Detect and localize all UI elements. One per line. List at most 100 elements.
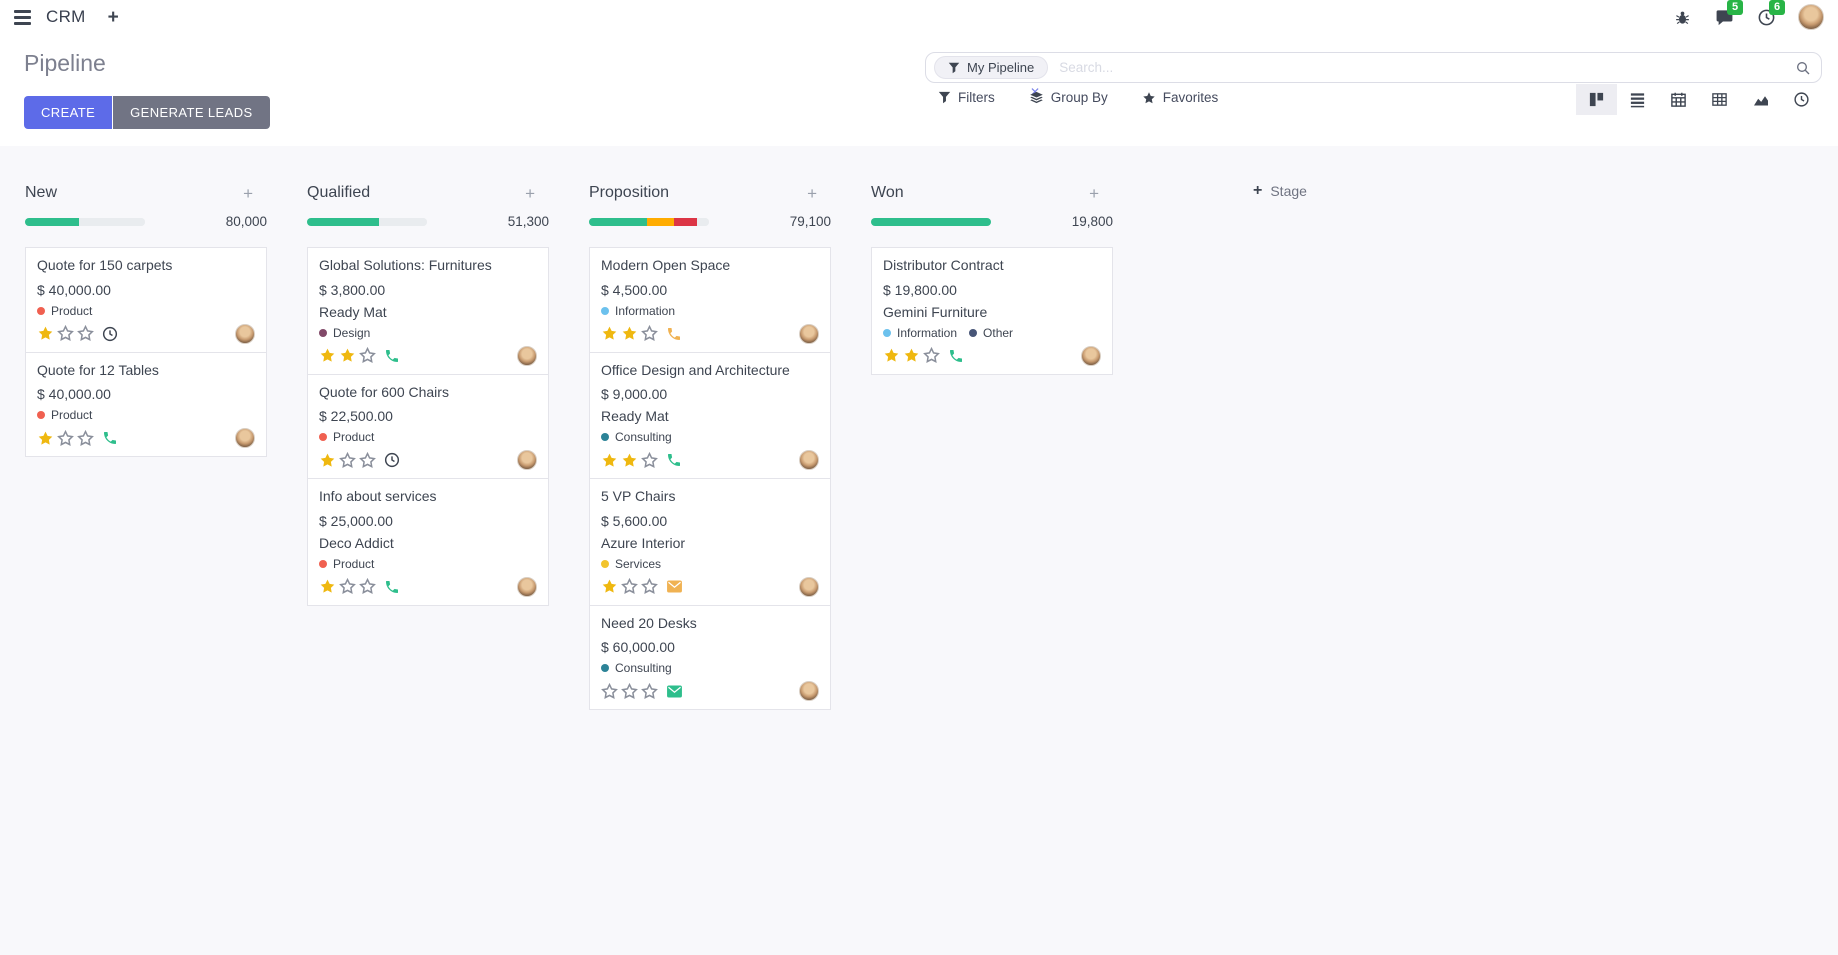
search-bar[interactable]: My Pipeline Search... — [925, 52, 1822, 83]
nav-plus-icon[interactable]: + — [107, 6, 119, 28]
activities-clock-icon[interactable]: 6 — [1756, 0, 1786, 27]
progress-segment[interactable] — [307, 217, 379, 226]
create-button[interactable]: CREATE — [24, 96, 113, 129]
progress-segment[interactable] — [79, 217, 145, 226]
card-expected-revenue: $ 4,500.00 — [601, 281, 668, 298]
progress-segment[interactable] — [589, 217, 647, 226]
phone-activity-icon[interactable] — [102, 430, 118, 446]
view-pivot-button[interactable] — [1699, 84, 1740, 115]
tag-dot-icon — [601, 306, 609, 315]
priority-stars[interactable] — [601, 682, 658, 700]
kanban-column-qualified: Qualified + 51,300 Global Solutions: Fur… — [307, 182, 549, 710]
card-expected-revenue: $ 5,600.00 — [601, 512, 668, 529]
card-tags: Consulting — [601, 430, 819, 444]
card-tag-product: Product — [37, 304, 92, 318]
progress-segment[interactable] — [646, 217, 675, 226]
card-partner: Gemini Furniture — [883, 303, 988, 320]
view-activity-button[interactable] — [1781, 84, 1822, 115]
envelope-activity-icon[interactable] — [666, 684, 683, 699]
card-partner: Ready Mat — [601, 408, 669, 424]
priority-stars[interactable] — [37, 325, 94, 342]
kanban-card-modern-open-space[interactable]: Modern Open Space $ 4,500.00 Information — [589, 247, 831, 353]
column-add-record-icon[interactable]: + — [1089, 183, 1099, 203]
priority-stars[interactable] — [319, 347, 376, 364]
view-graph-button[interactable] — [1740, 84, 1781, 115]
envelope-activity-icon[interactable] — [666, 579, 683, 594]
card-expected-revenue: $ 22,500.00 — [319, 408, 393, 424]
column-add-record-icon[interactable]: + — [525, 183, 535, 203]
column-title: Won — [871, 184, 904, 201]
app-name[interactable]: CRM — [46, 7, 86, 26]
priority-stars[interactable] — [37, 429, 94, 447]
kanban-card-info-about-services[interactable]: Info about services $ 25,000.00 Deco Addi… — [307, 478, 549, 606]
card-tag-product: Product — [319, 557, 374, 571]
clock-activity-icon[interactable] — [102, 326, 118, 342]
card-tags: Consulting — [601, 661, 819, 675]
kanban-card-quote-for-600-chairs[interactable]: Quote for 600 Chairs $ 22,500.00 Product — [307, 373, 549, 479]
clock-activity-icon[interactable] — [384, 452, 400, 468]
column-progressbar[interactable] — [307, 217, 427, 226]
column-progressbar[interactable] — [589, 217, 709, 226]
favorites-button[interactable]: Favorites — [1142, 90, 1218, 105]
generate-leads-button[interactable]: GENERATE LEADS — [113, 96, 270, 129]
messages-icon[interactable]: 5 — [1714, 0, 1744, 27]
messages-badge: 5 — [1727, 0, 1744, 15]
column-progressbar[interactable] — [871, 217, 991, 226]
priority-stars[interactable] — [601, 578, 658, 595]
view-kanban-button[interactable] — [1576, 84, 1617, 115]
card-partner: Azure Interior — [601, 534, 686, 551]
add-stage-button[interactable]: + Stage — [1253, 182, 1307, 200]
salesperson-avatar — [799, 450, 819, 470]
phone-activity-icon[interactable] — [666, 326, 682, 342]
remove-facet-icon[interactable]: ✕ — [1030, 85, 1041, 99]
priority-stars[interactable] — [601, 451, 658, 469]
priority-stars[interactable] — [883, 347, 940, 364]
kanban-card-5-vp-chairs[interactable]: 5 VP Chairs $ 5,600.00 Azure Interior Serv… — [589, 478, 831, 606]
phone-activity-icon[interactable] — [948, 348, 964, 364]
search-icon[interactable] — [1795, 60, 1811, 76]
search-placeholder[interactable]: Search... — [1059, 60, 1114, 75]
debug-bug-icon[interactable] — [1672, 7, 1692, 27]
card-tags: Services — [601, 557, 819, 571]
view-list-button[interactable] — [1617, 84, 1658, 115]
salesperson-avatar — [799, 323, 819, 344]
kanban-card-quote-for-150-carpets[interactable]: Quote for 150 carpets $ 40,000.00 Product — [25, 247, 267, 353]
kanban-card-global-solutions-furnitures[interactable]: Global Solutions: Furnitures $ 3,800.00 R… — [307, 247, 549, 375]
tag-dot-icon — [601, 433, 609, 441]
kanban-column-new: New + 80,000 Quote for 150 carpets $ 40,… — [25, 182, 267, 710]
card-partner: Deco Addict — [319, 534, 394, 551]
kanban-card-office-design-and-architecture[interactable]: Office Design and Architecture $ 9,000.0… — [589, 351, 831, 479]
pivot-view-icon — [1712, 93, 1727, 106]
card-tags: Product — [319, 557, 537, 571]
kanban-card-need-20-desks[interactable]: Need 20 Desks $ 60,000.00 Consulting — [589, 604, 831, 710]
search-facet-my-pipeline[interactable]: My Pipeline — [934, 56, 1049, 79]
priority-stars[interactable] — [601, 325, 658, 342]
column-progressbar[interactable] — [25, 217, 145, 226]
progress-segment[interactable] — [379, 217, 427, 226]
phone-activity-icon[interactable] — [384, 579, 400, 595]
column-add-record-icon[interactable]: + — [807, 183, 817, 203]
kanban-card-distributor-contract[interactable]: Distributor Contract $ 19,800.00 Gemini F… — [871, 247, 1113, 375]
filter-funnel-icon — [948, 62, 960, 73]
card-title: Quote for 150 carpets — [37, 257, 173, 273]
filters-button[interactable]: Filters — [938, 90, 995, 105]
salesperson-avatar — [517, 576, 537, 597]
phone-activity-icon[interactable] — [666, 452, 682, 468]
view-calendar-button[interactable] — [1658, 84, 1699, 115]
group-by-button[interactable]: Group By — [1029, 90, 1108, 105]
phone-activity-icon[interactable] — [384, 348, 400, 364]
tag-dot-icon — [37, 411, 45, 419]
progress-segment[interactable] — [25, 217, 79, 226]
priority-stars[interactable] — [319, 578, 376, 595]
kanban-card-quote-for-12-tables[interactable]: Quote for 12 Tables $ 40,000.00 Product — [25, 351, 267, 457]
priority-stars[interactable] — [319, 451, 376, 469]
progress-segment[interactable] — [871, 217, 991, 226]
apps-menu-icon[interactable] — [14, 9, 31, 25]
user-avatar[interactable] — [1798, 4, 1824, 30]
kanban-board: New + 80,000 Quote for 150 carpets $ 40,… — [0, 146, 1838, 955]
column-add-record-icon[interactable]: + — [243, 183, 253, 203]
progress-segment[interactable] — [696, 217, 709, 226]
progress-segment[interactable] — [674, 217, 697, 226]
activity-view-icon — [1794, 92, 1809, 107]
card-expected-revenue: $ 60,000.00 — [601, 639, 675, 655]
